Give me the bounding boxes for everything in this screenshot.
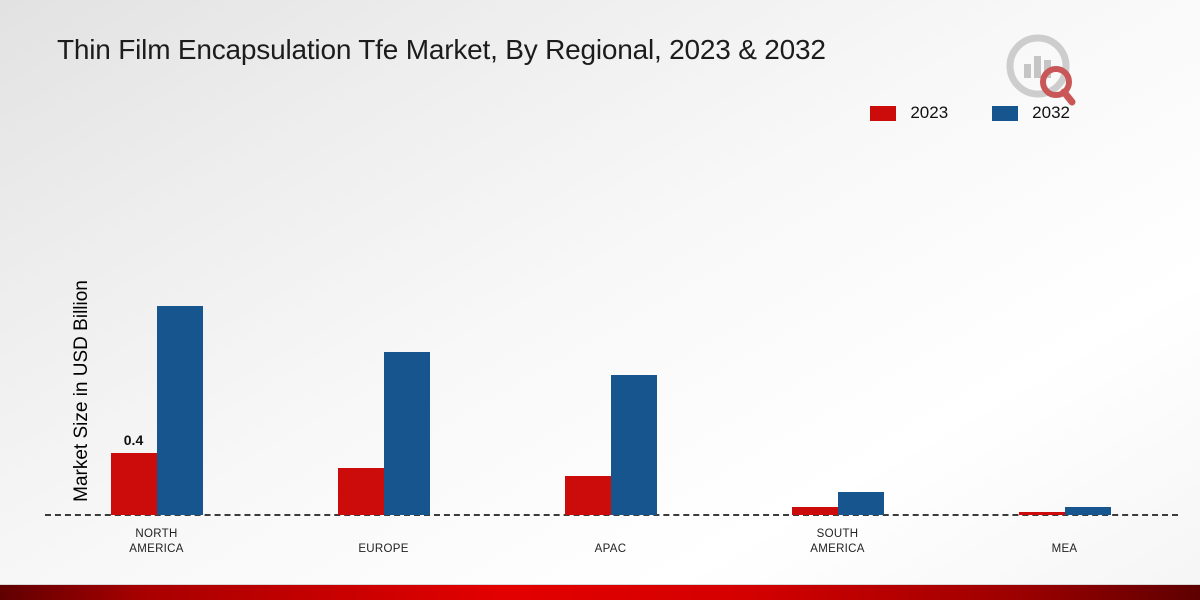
bar-2032-apac xyxy=(610,375,657,515)
footer-red-band xyxy=(0,585,1200,600)
bar-2023-south-america xyxy=(791,507,838,515)
footer-divider xyxy=(0,584,1200,585)
x-axis-category-label-europe: EUROPE xyxy=(358,543,409,556)
chart-title: Thin Film Encapsulation Tfe Market, By R… xyxy=(57,34,826,65)
bar-2023-mea xyxy=(1018,512,1065,515)
legend-swatch-2023 xyxy=(870,105,897,121)
bar-2032-south-america xyxy=(837,492,884,515)
plot-area: 0.4 NORTH AMERICA EUROPE APAC SOUTH AMERICA M… xyxy=(43,205,1178,555)
bar-value-label-2023-north-america: 0.4 xyxy=(123,432,144,448)
bar-group-south-america: SOUTH AMERICA xyxy=(724,205,951,555)
legend-label-2032: 2032 xyxy=(1032,103,1070,122)
bar-2032-europe xyxy=(383,352,430,515)
legend: 2023 2032 xyxy=(870,103,1070,123)
bar-2023-europe xyxy=(337,468,384,515)
legend-swatch-2032 xyxy=(992,105,1019,121)
x-axis-category-label-south-america: SOUTH AMERICA xyxy=(810,528,865,556)
bar-group-europe: EUROPE xyxy=(270,205,497,555)
bar-group-north-america: 0.4 NORTH AMERICA xyxy=(43,205,270,555)
bar-group-mea: MEA xyxy=(951,205,1178,555)
x-axis-category-label-apac: APAC xyxy=(594,543,627,556)
legend-label-2023: 2023 xyxy=(910,103,949,122)
bar-group-apac: APAC xyxy=(497,205,724,555)
bar-2023-north-america: 0.4 xyxy=(110,432,157,515)
legend-item-2032: 2032 xyxy=(992,103,1070,123)
legend-item-2023: 2023 xyxy=(870,103,948,123)
x-axis-baseline xyxy=(45,514,1178,516)
bar-2032-mea xyxy=(1064,507,1111,515)
x-axis-category-label-mea: MEA xyxy=(1051,543,1078,556)
bar-2023-apac xyxy=(564,476,611,515)
x-axis-category-label-north-america: NORTH AMERICA xyxy=(129,528,184,556)
bar-2032-north-america xyxy=(156,306,203,515)
brand-logo xyxy=(1000,30,1080,110)
